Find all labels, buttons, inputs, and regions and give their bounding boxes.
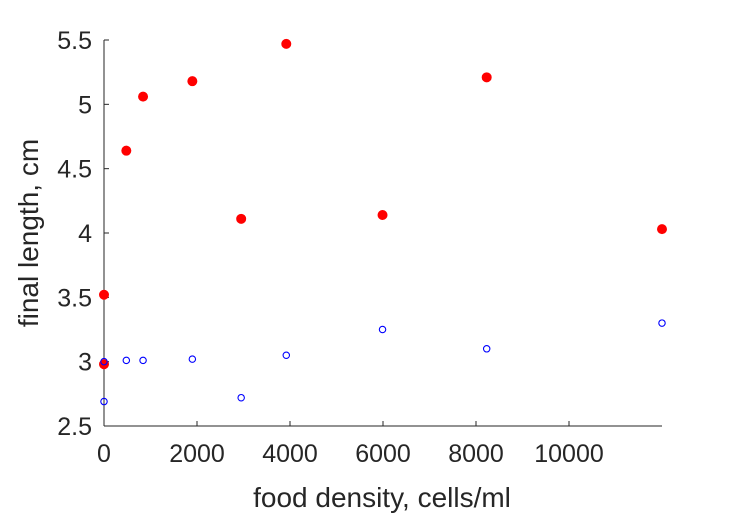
x-tick-label: 8000 bbox=[448, 440, 504, 468]
red-filled-point bbox=[138, 91, 149, 102]
blue-open-point bbox=[237, 393, 245, 402]
red-filled-point bbox=[121, 145, 132, 156]
red-filled-point bbox=[236, 213, 247, 224]
blue-open-point bbox=[482, 345, 491, 353]
axes: 2.5 3 3.5 4 4.5 5 5.5 0 2000 4000 6000 8000 10000 bbox=[57, 27, 662, 468]
red-filled-point bbox=[657, 224, 667, 235]
y-tick-label: 2.5 bbox=[57, 413, 92, 441]
blue-open-point bbox=[100, 397, 108, 406]
blue-open-point bbox=[139, 356, 147, 365]
y-tick-label: 5 bbox=[78, 91, 92, 119]
y-tick-label: 4.5 bbox=[57, 156, 92, 184]
y-tick-label: 5.5 bbox=[57, 27, 92, 55]
blue-open-point bbox=[100, 357, 108, 366]
y-tick-label: 3.5 bbox=[57, 284, 92, 312]
red-filled-point bbox=[281, 38, 292, 49]
red-filled-point bbox=[187, 76, 198, 87]
y-axis-title: final length, cm bbox=[13, 139, 44, 327]
y-tick-label: 3 bbox=[78, 349, 92, 377]
x-tick-label: 10000 bbox=[534, 440, 604, 468]
x-axis-title: food density, cells/ml bbox=[253, 482, 511, 513]
x-tick-label: 0 bbox=[97, 440, 111, 468]
blue-open-point bbox=[282, 351, 291, 359]
blue-open-point bbox=[188, 355, 197, 363]
red-filled-point bbox=[377, 209, 388, 220]
y-tick-label: 4 bbox=[78, 220, 92, 248]
x-tick-label: 2000 bbox=[169, 440, 225, 468]
red-filled-point bbox=[99, 359, 109, 370]
red-filled-point bbox=[481, 72, 492, 83]
blue-open-point bbox=[122, 356, 131, 365]
red-filled-point bbox=[99, 289, 109, 300]
blue-open-point bbox=[658, 319, 666, 327]
blue-open-point bbox=[378, 325, 387, 334]
x-tick-label: 6000 bbox=[355, 440, 411, 468]
data-points bbox=[99, 38, 667, 406]
x-tick-label: 4000 bbox=[262, 440, 318, 468]
